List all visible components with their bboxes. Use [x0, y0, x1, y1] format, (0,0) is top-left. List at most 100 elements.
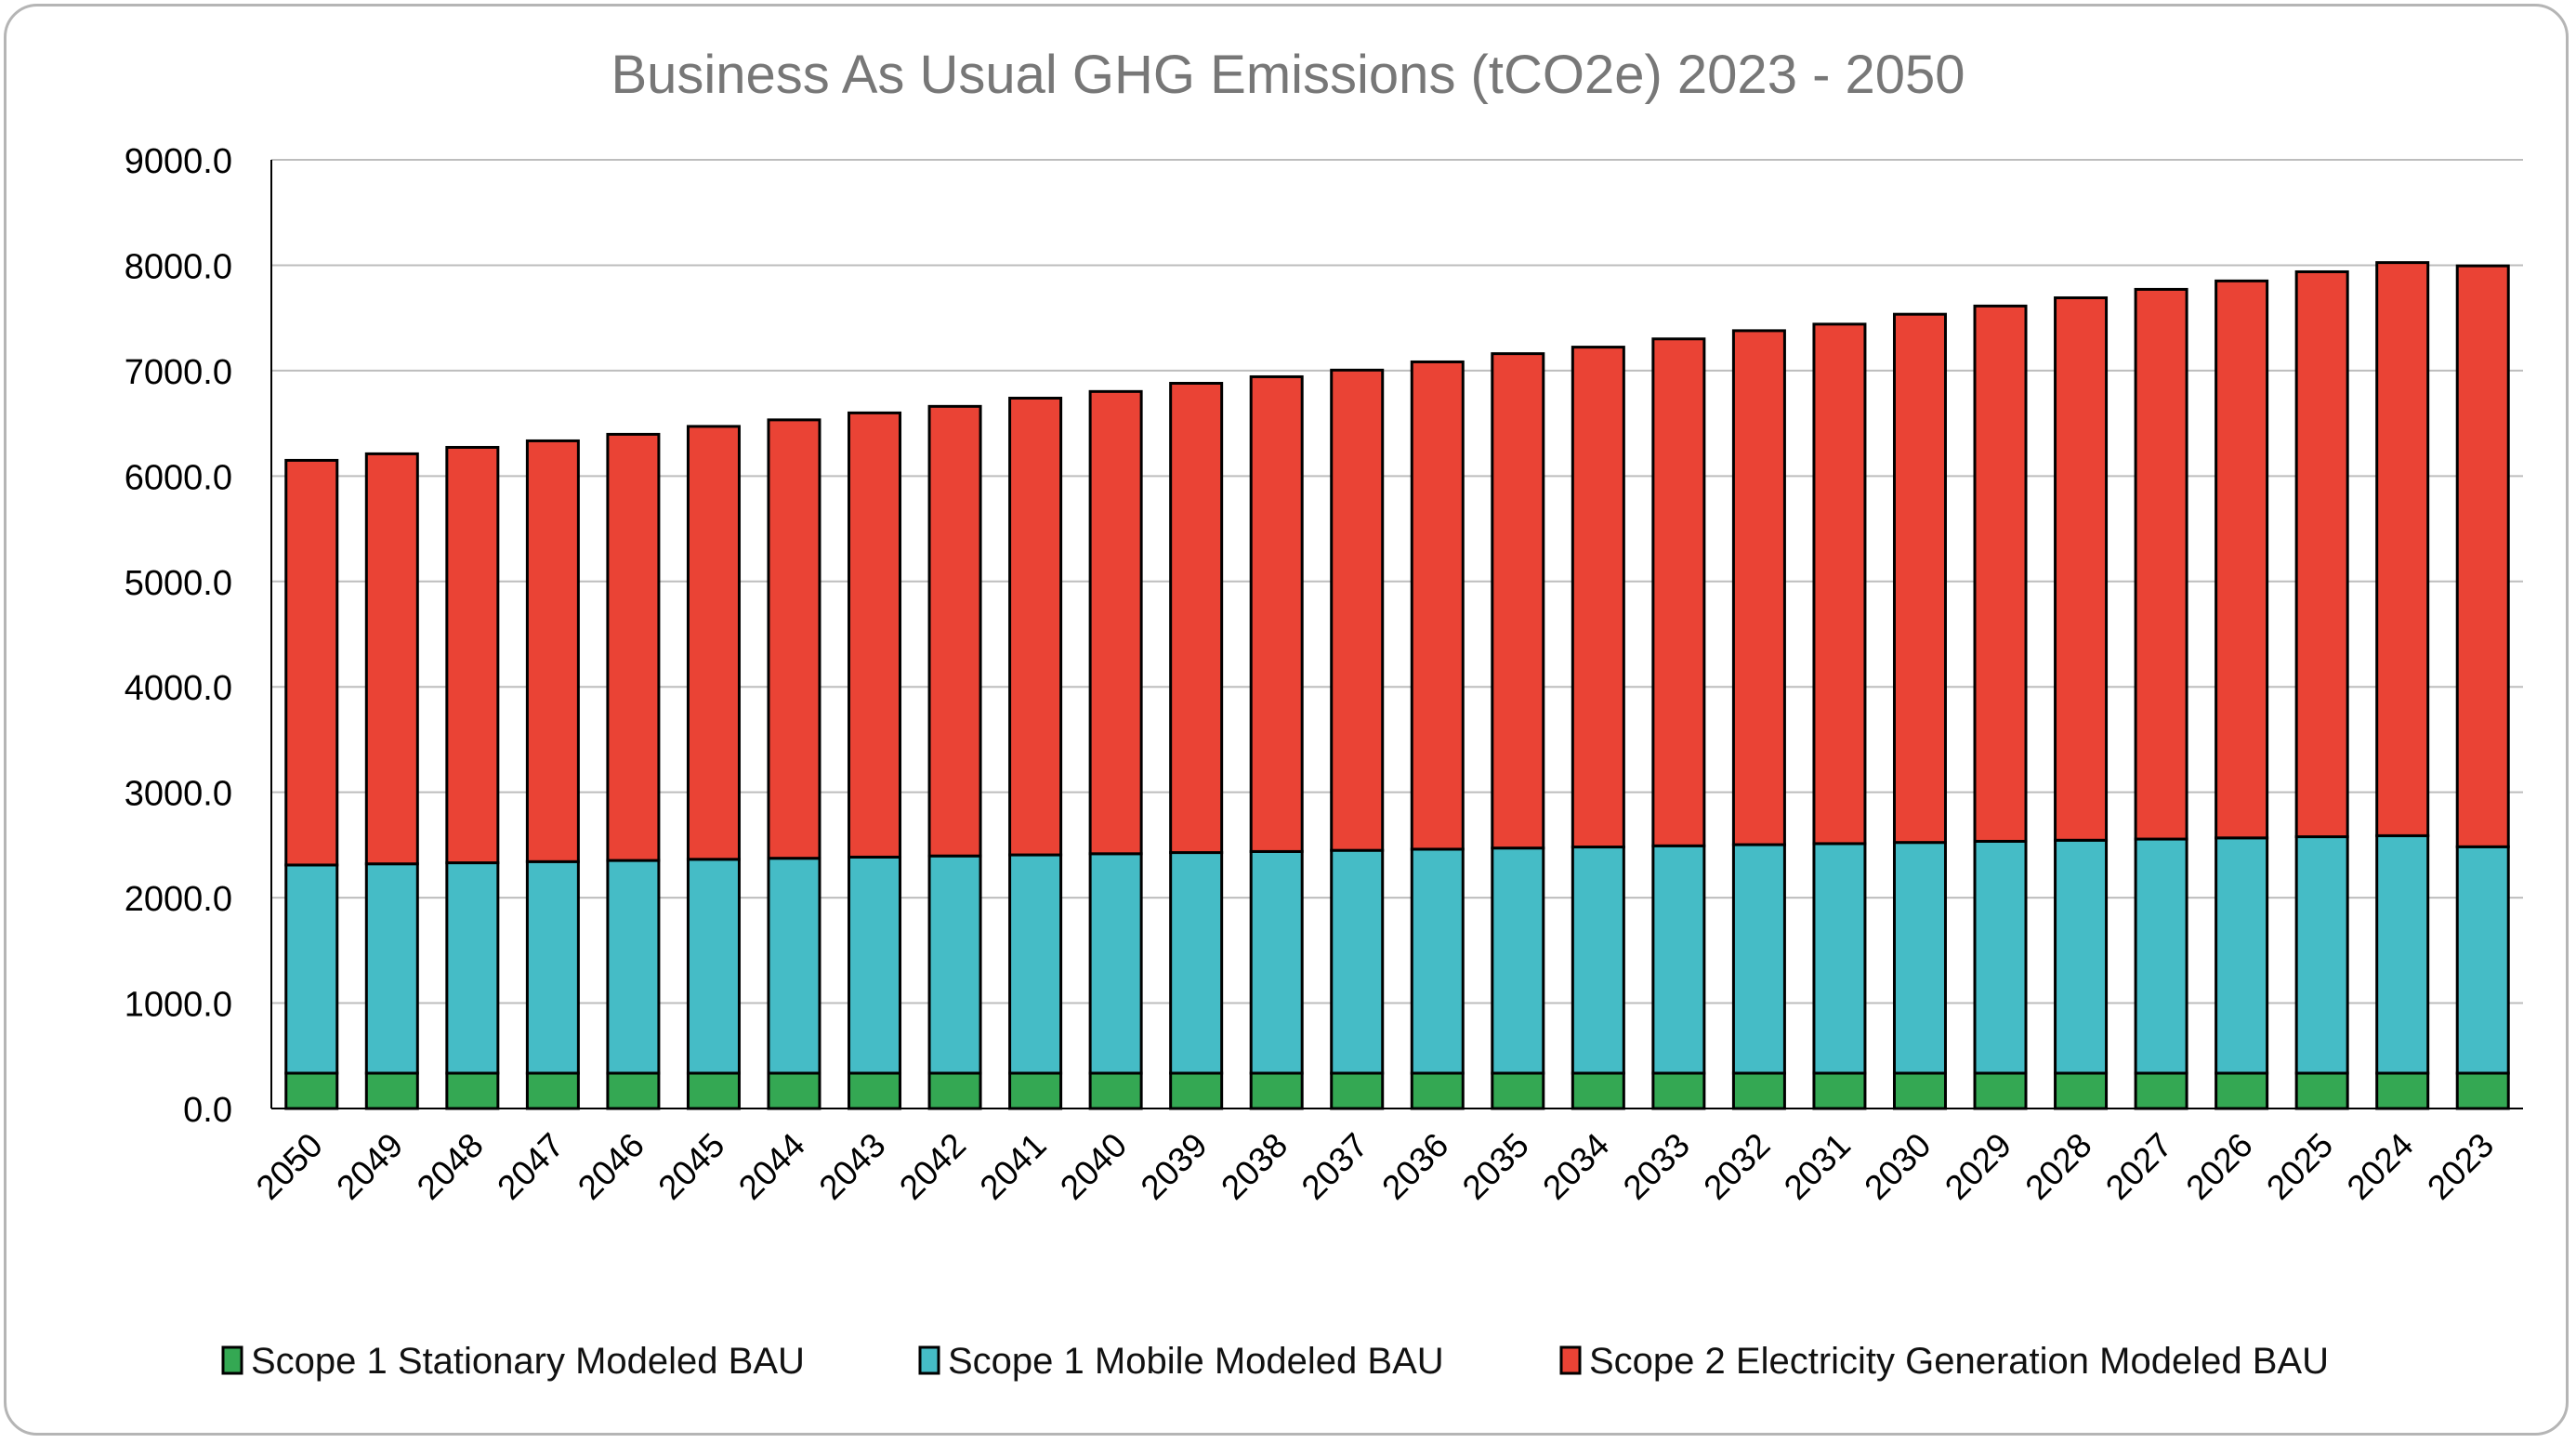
y-tick-label: 9000.0 [125, 142, 232, 181]
x-tick-label: 2039 [1134, 1126, 1215, 1207]
bar-segment-stationary-2023 [2455, 1071, 2510, 1110]
bar-segment-stationary-2028 [2054, 1071, 2109, 1110]
bar-segment-mobile-2047 [525, 859, 580, 1075]
bar-segment-mobile-2049 [364, 862, 419, 1075]
bar-segment-electricity-2037 [1330, 368, 1385, 852]
x-tick-label: 2050 [249, 1126, 330, 1207]
bar-segment-electricity-2031 [1812, 322, 1867, 846]
y-tick-label: 3000.0 [125, 775, 232, 814]
bar-segment-electricity-2042 [927, 404, 982, 858]
bar-segment-electricity-2045 [686, 425, 741, 861]
x-tick-label: 2048 [410, 1126, 491, 1207]
bar-segment-mobile-2045 [686, 858, 741, 1075]
bar-segment-stationary-2029 [1973, 1071, 2028, 1110]
bar-segment-mobile-2033 [1651, 844, 1706, 1075]
x-tick-label: 2027 [2098, 1126, 2179, 1207]
bar-segment-electricity-2039 [1169, 382, 1224, 855]
x-tick-label: 2046 [571, 1126, 651, 1207]
bar-segment-stationary-2050 [284, 1071, 339, 1110]
bar-segment-stationary-2042 [927, 1071, 982, 1110]
bar-segment-electricity-2029 [1973, 304, 2028, 843]
x-tick-label: 2044 [731, 1126, 812, 1207]
bar-segment-stationary-2034 [1571, 1071, 1625, 1110]
bar-segment-stationary-2046 [606, 1071, 661, 1110]
x-tick-label: 2043 [811, 1126, 892, 1207]
x-tick-label: 2031 [1777, 1126, 1858, 1207]
bar-segment-mobile-2043 [848, 855, 902, 1075]
bar-segment-mobile-2028 [2054, 838, 2109, 1075]
x-tick-label: 2028 [2018, 1126, 2099, 1207]
chart-title: Business As Usual GHG Emissions (tCO2e) … [611, 45, 1965, 105]
bar-segment-mobile-2044 [767, 857, 821, 1075]
bar-segment-mobile-2030 [1892, 841, 1947, 1075]
bar-segment-mobile-2050 [284, 863, 339, 1075]
bar-segment-electricity-2041 [1008, 396, 1063, 857]
bar-segment-stationary-2030 [1892, 1071, 1947, 1110]
bar-segment-mobile-2029 [1973, 839, 2028, 1075]
bar-segment-electricity-2040 [1088, 389, 1143, 856]
bar-segment-stationary-2032 [1731, 1071, 1786, 1110]
y-tick-label: 2000.0 [125, 880, 232, 919]
bar-segment-electricity-2044 [767, 418, 821, 860]
bar-segment-stationary-2038 [1249, 1071, 1304, 1110]
bar-segment-stationary-2036 [1410, 1071, 1465, 1110]
x-tick-label: 2041 [973, 1126, 1054, 1207]
bar-segment-mobile-2046 [606, 859, 661, 1075]
bar-segment-electricity-2047 [525, 439, 580, 863]
bar-segment-stationary-2025 [2294, 1071, 2349, 1110]
bar-segment-mobile-2048 [445, 861, 500, 1075]
bar-segment-electricity-2025 [2294, 269, 2349, 839]
x-tick-label: 2024 [2340, 1126, 2421, 1207]
bar-segment-stationary-2035 [1491, 1071, 1545, 1110]
bar-segment-stationary-2049 [364, 1071, 419, 1110]
bar-segment-stationary-2043 [848, 1071, 902, 1110]
x-tick-label: 2047 [490, 1126, 571, 1207]
bar-segment-electricity-2028 [2054, 295, 2109, 842]
bar-segment-electricity-2035 [1491, 352, 1545, 850]
x-tick-label: 2023 [2420, 1126, 2501, 1207]
legend-swatch [918, 1345, 940, 1375]
bar-segment-mobile-2025 [2294, 835, 2349, 1075]
legend-label: Scope 2 Electricity Generation Modeled B… [1589, 1341, 2329, 1382]
bar-segment-electricity-2026 [2215, 279, 2269, 840]
x-tick-label: 2038 [1214, 1126, 1295, 1207]
x-tick-label: 2026 [2179, 1126, 2260, 1207]
y-tick-label: 0.0 [183, 1091, 232, 1130]
bar-segment-mobile-2037 [1330, 848, 1385, 1075]
x-tick-label: 2033 [1616, 1126, 1697, 1207]
bar-segment-stationary-2031 [1812, 1071, 1867, 1110]
bar-segment-stationary-2026 [2215, 1071, 2269, 1110]
y-tick-label: 7000.0 [125, 353, 232, 392]
bar-segment-mobile-2023 [2455, 845, 2510, 1075]
bar-segment-electricity-2046 [606, 432, 661, 862]
legend-label: Scope 1 Stationary Modeled BAU [251, 1341, 805, 1382]
chart-frame [4, 4, 2569, 1436]
x-tick-label: 2049 [329, 1126, 410, 1207]
x-tick-label: 2035 [1455, 1126, 1536, 1207]
y-tick-label: 4000.0 [125, 669, 232, 708]
bar-segment-electricity-2043 [848, 411, 902, 859]
bar-segment-stationary-2027 [2134, 1071, 2188, 1110]
legend-swatch [1559, 1345, 1582, 1375]
bar-segment-mobile-2039 [1169, 851, 1224, 1075]
bar-segment-electricity-2027 [2134, 287, 2188, 841]
y-tick-label: 6000.0 [125, 458, 232, 497]
x-tick-label: 2036 [1374, 1126, 1455, 1207]
bar-segment-stationary-2037 [1330, 1071, 1385, 1110]
x-tick-label: 2037 [1295, 1126, 1375, 1207]
bar-segment-stationary-2039 [1169, 1071, 1224, 1110]
bar-segment-mobile-2026 [2215, 836, 2269, 1075]
bar-segment-mobile-2040 [1088, 852, 1143, 1075]
x-tick-label: 2042 [892, 1126, 973, 1207]
bar-segment-mobile-2036 [1410, 847, 1465, 1075]
legend-swatch [221, 1345, 243, 1375]
bar-segment-mobile-2041 [1008, 853, 1063, 1075]
bar-segment-electricity-2030 [1892, 312, 1947, 845]
bar-segment-stationary-2044 [767, 1071, 821, 1110]
bar-segment-mobile-2035 [1491, 846, 1545, 1075]
x-tick-label: 2034 [1535, 1126, 1616, 1207]
bar-segment-stationary-2045 [686, 1071, 741, 1110]
legend-label: Scope 1 Mobile Modeled BAU [948, 1341, 1444, 1382]
bar-segment-mobile-2031 [1812, 842, 1867, 1075]
